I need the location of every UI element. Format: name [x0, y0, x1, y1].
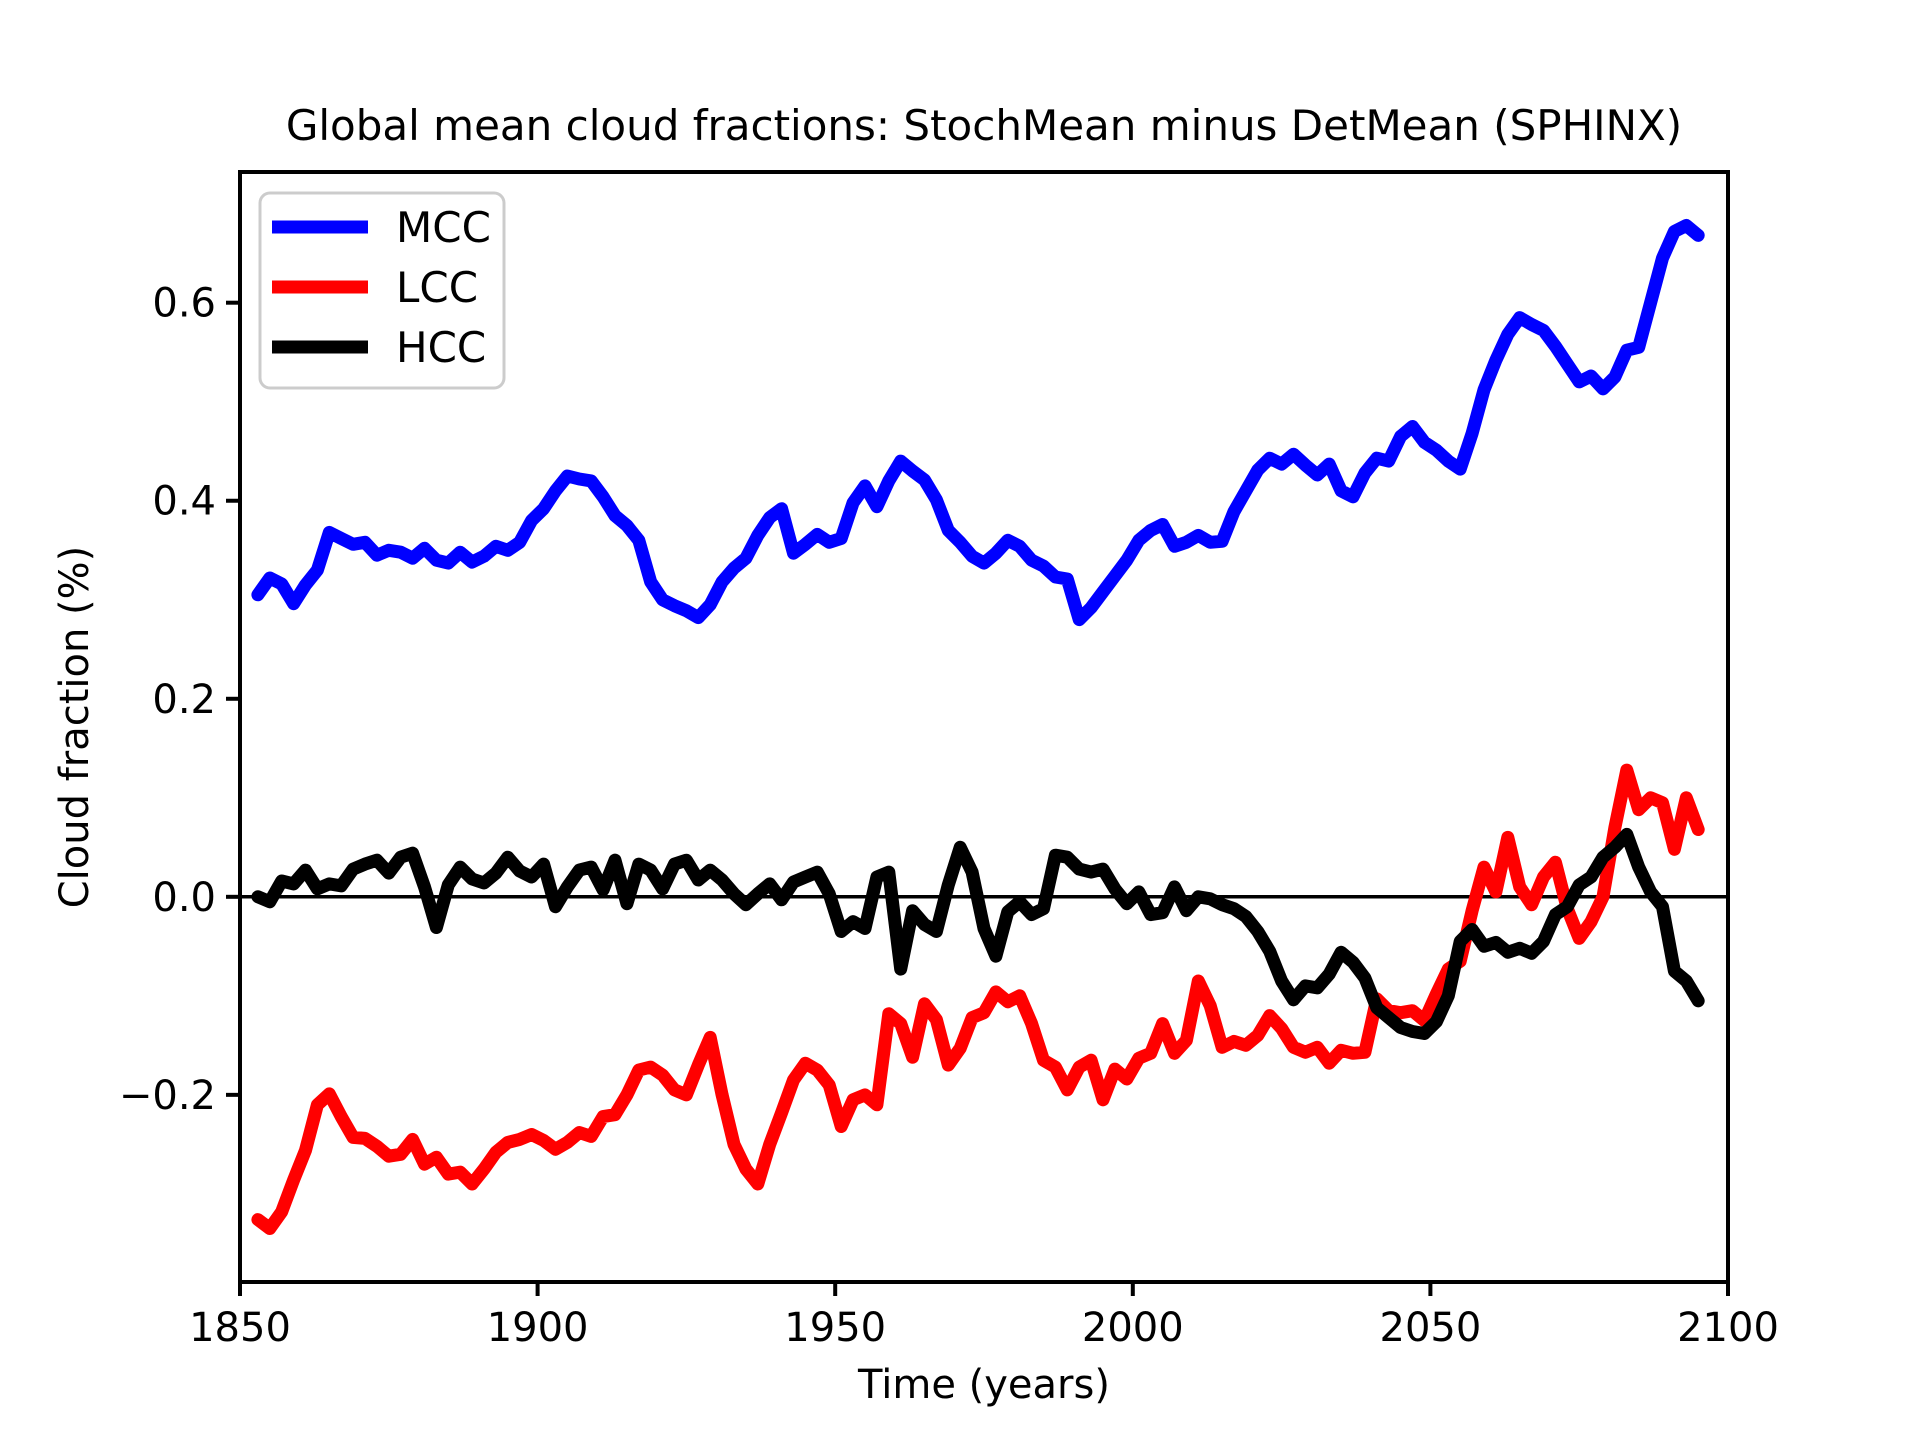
legend-box	[258, 191, 506, 390]
y-axis-label: Cloud fraction (%)	[52, 546, 98, 909]
x-tick-label: 1850	[189, 1305, 291, 1351]
y-axis-ticks: 0.6 0.4 0.2 0.0 −0.2	[119, 281, 240, 1119]
chart-title: Global mean cloud fractions: StochMean m…	[286, 101, 1682, 150]
legend-label-lcc: LCC	[396, 263, 478, 312]
x-tick-label: 1950	[784, 1305, 886, 1351]
series-line-hcc	[251, 827, 1705, 1040]
series-line-lcc	[251, 763, 1705, 1235]
x-tick-label: 2050	[1380, 1305, 1482, 1351]
x-axis-ticks: 1850 1900 1950 2000 2050 2100	[189, 1282, 1779, 1351]
x-tick-label: 1900	[487, 1305, 589, 1351]
series-group	[251, 219, 1705, 1235]
x-tick-label: 2100	[1677, 1305, 1779, 1351]
legend: MCC LCC HCC	[258, 191, 506, 390]
x-axis-label: Time (years)	[857, 1362, 1110, 1408]
plot-border	[238, 170, 1730, 1284]
legend-label-mcc: MCC	[396, 203, 491, 252]
y-tick-label: 0.6	[152, 281, 216, 327]
y-tick-label: 0.4	[152, 479, 216, 525]
y-tick-label: 0.0	[152, 875, 216, 921]
y-tick-label: 0.2	[152, 677, 216, 723]
series-line-mcc	[251, 219, 1705, 627]
y-tick-label: −0.2	[119, 1073, 216, 1119]
x-tick-label: 2000	[1082, 1305, 1184, 1351]
legend-label-hcc: HCC	[396, 323, 486, 372]
